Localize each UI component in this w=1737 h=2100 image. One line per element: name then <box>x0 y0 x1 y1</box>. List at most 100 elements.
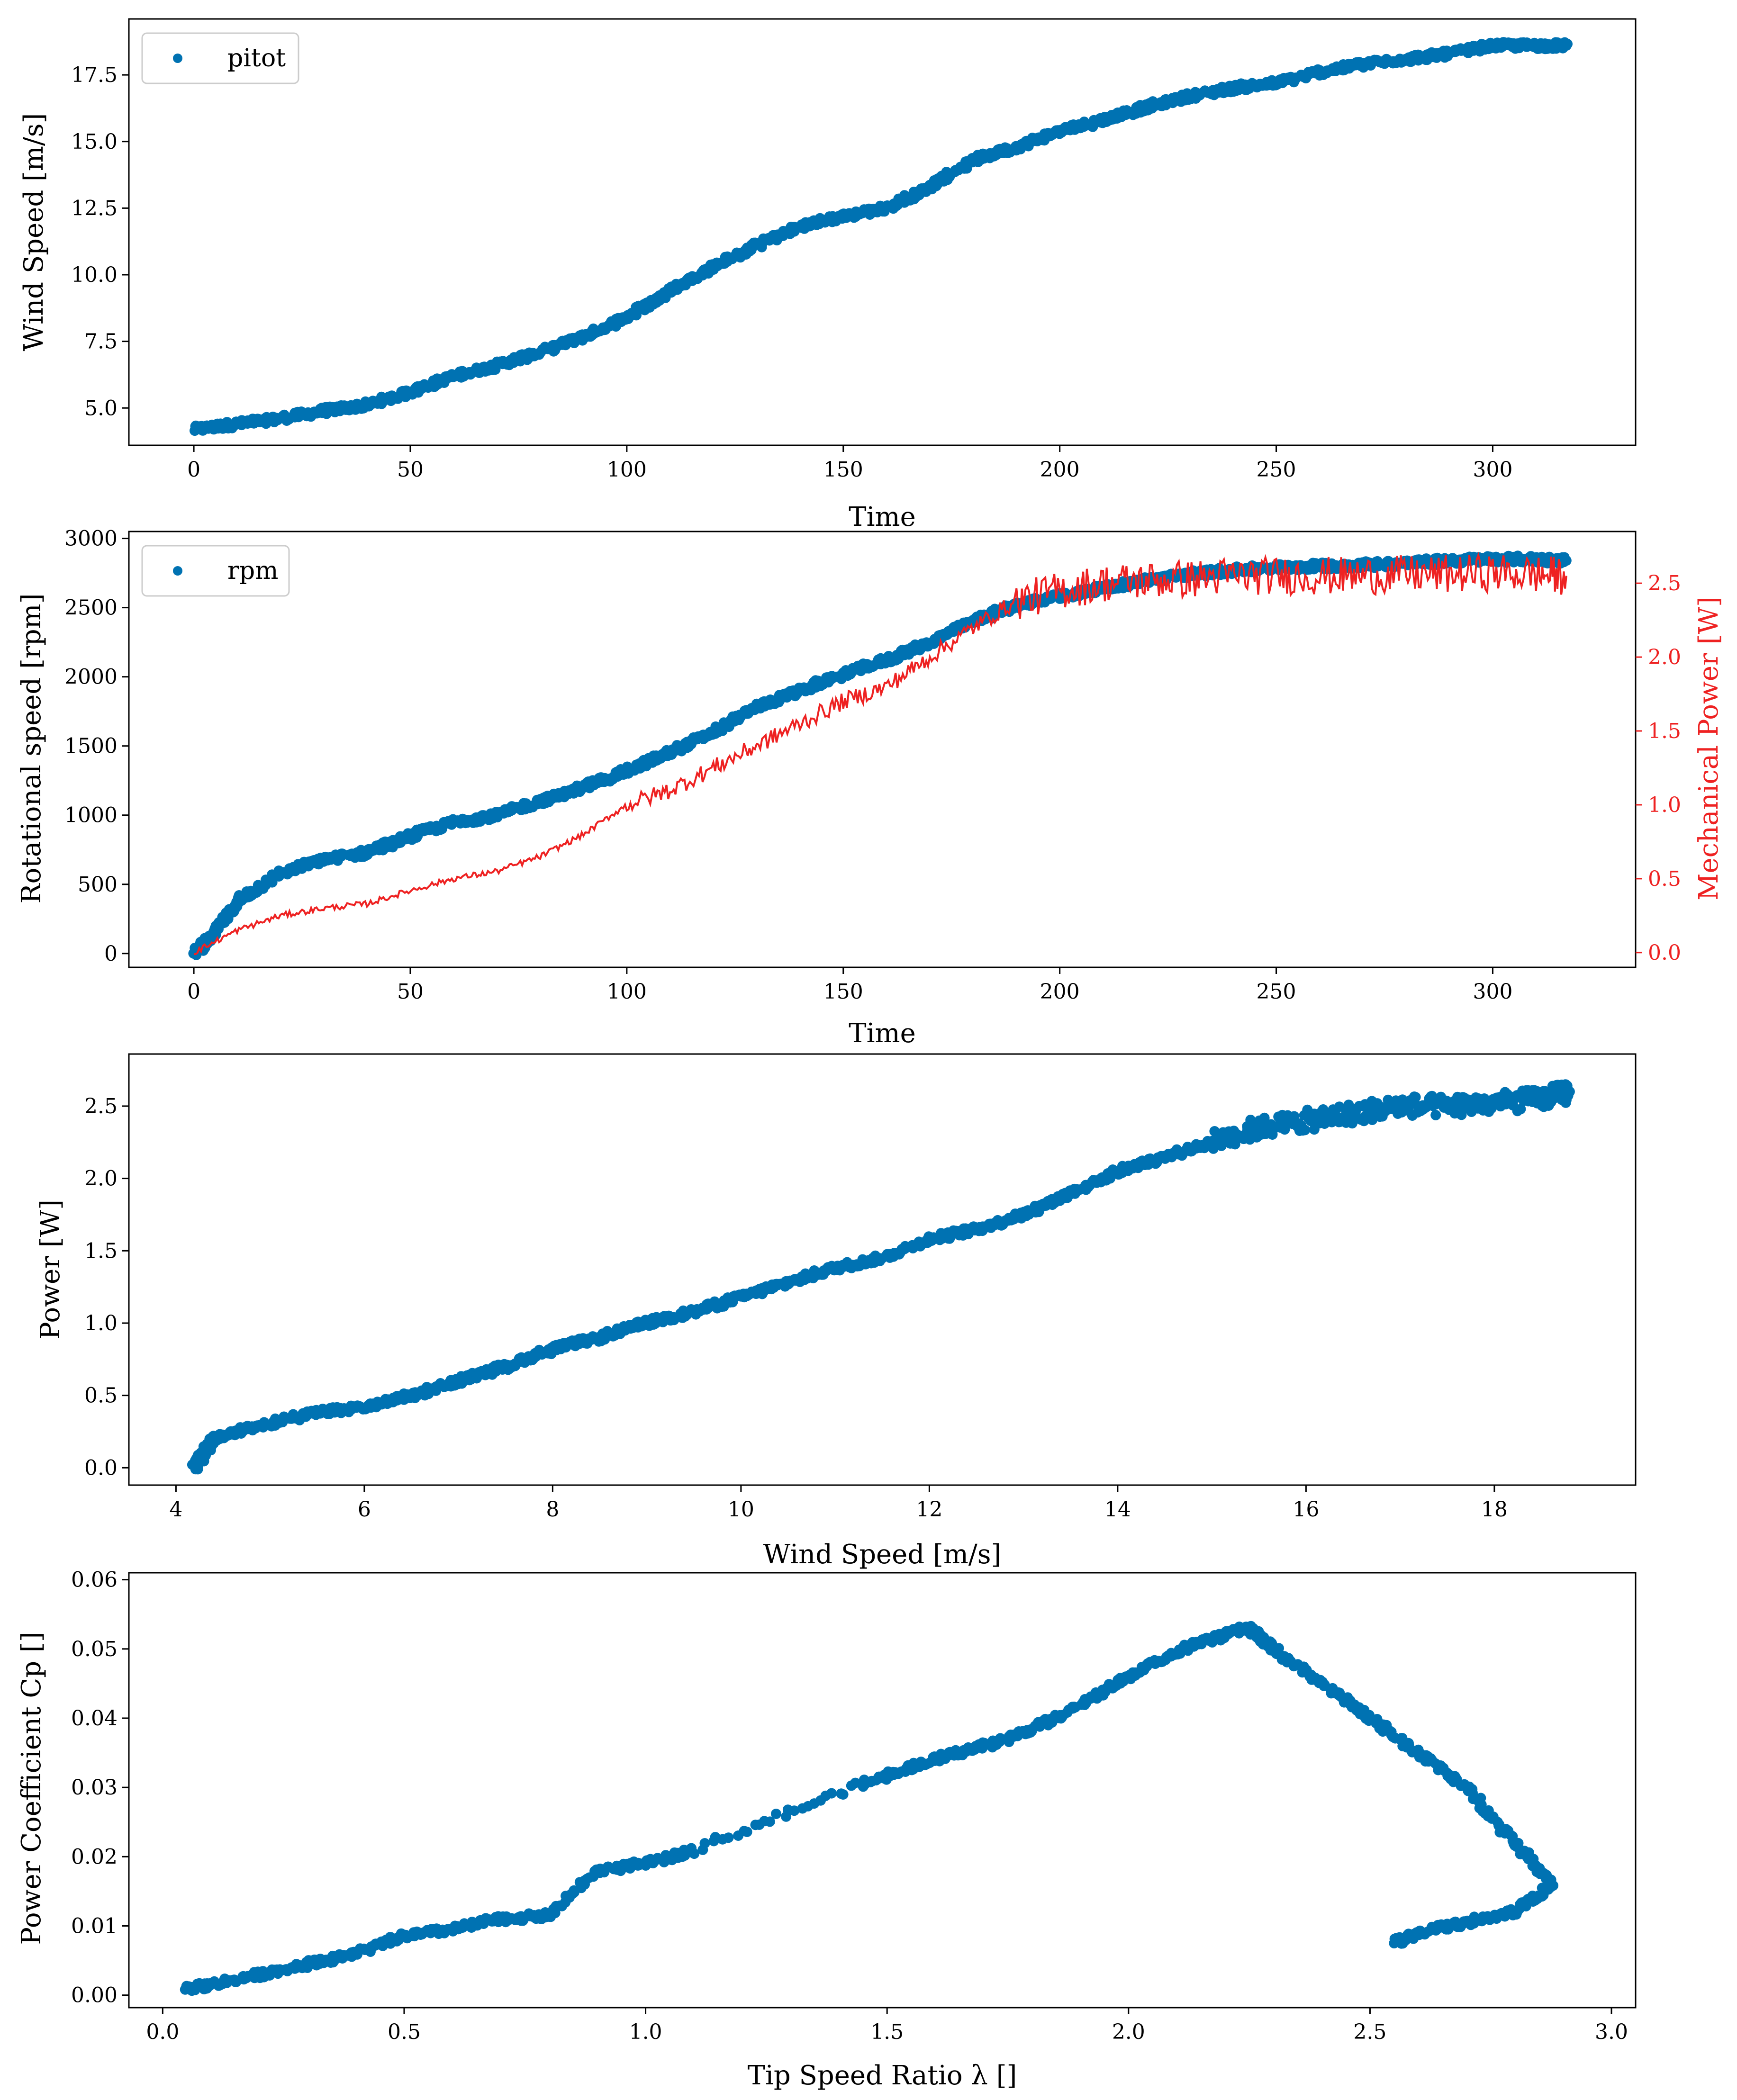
wind-legend-marker <box>173 54 182 63</box>
data-point <box>699 1838 710 1848</box>
rpm-xlabel: Time <box>849 1018 916 1049</box>
cp-yticks: 0.00 0.01 0.02 0.03 0.04 0.05 0.06 <box>71 1568 129 2008</box>
rpm-power-yticks: 0.0 0.5 1.0 1.5 2.0 2.5 <box>1636 571 1681 965</box>
panel-rotational-speed: 0 50 100 150 200 250 300 0 500 1000 1500 2000 2500 3… <box>16 527 1724 1049</box>
rpm-xticks: 0 50 100 150 200 250 300 <box>187 967 1512 1004</box>
xtick-label: 0 <box>187 458 200 482</box>
ytick-label: 2.0 <box>84 1167 118 1191</box>
rpm-yticks: 0 500 1000 1500 2000 2500 3000 <box>64 527 129 966</box>
data-point <box>1456 1109 1467 1120</box>
ytick-label: 2000 <box>64 665 118 689</box>
xtick-label: 1.5 <box>870 2020 904 2044</box>
xtick-label: 150 <box>823 458 863 482</box>
wind-plot-area <box>190 37 1573 436</box>
xtick-label: 1.0 <box>629 2020 662 2044</box>
ytick-label: 0 <box>104 942 118 966</box>
xtick-label: 100 <box>607 980 647 1004</box>
power-yticks: 0.0 0.5 1.0 1.5 2.0 2.5 <box>84 1094 129 1480</box>
ytick-label: 1.5 <box>84 1239 118 1263</box>
ytick-label: 0.00 <box>71 1983 118 2008</box>
xtick-label: 150 <box>823 980 863 1004</box>
xtick-label: 50 <box>397 980 424 1004</box>
ytick-label: 0.03 <box>71 1776 118 1800</box>
wind-xticks: 0 50 100 150 200 250 300 <box>187 445 1512 482</box>
ytick-label: 0.0 <box>84 1456 118 1480</box>
xtick-label: 200 <box>1040 980 1080 1004</box>
power-xlabel: Wind Speed [m/s] <box>763 1539 1002 1570</box>
data-point <box>1389 1938 1400 1949</box>
cp-plot-area <box>180 1621 1558 1996</box>
cp-xlabel: Tip Speed Ratio λ [] <box>748 2060 1017 2091</box>
wind-axes-frame <box>128 18 1637 446</box>
y2tick-label: 1.0 <box>1648 793 1681 817</box>
power-y2label: Mechanical Power [W] <box>1693 596 1724 901</box>
xtick-label: 300 <box>1473 980 1512 1004</box>
xtick-label: 10 <box>728 1497 754 1522</box>
xtick-label: 50 <box>397 458 424 482</box>
data-point <box>1300 1125 1311 1136</box>
xtick-label: 8 <box>546 1497 559 1522</box>
ytick-label: 0.05 <box>71 1637 118 1661</box>
xtick-label: 200 <box>1040 458 1080 482</box>
rpm-legend-marker <box>173 566 182 576</box>
ytick-label: 15.0 <box>71 130 118 154</box>
ytick-label: 1000 <box>64 803 118 828</box>
y2tick-label: 2.5 <box>1648 571 1681 595</box>
cp-ylabel: Power Coefficient Cp [] <box>16 1631 47 1945</box>
panel-power-coefficient: 0.0 0.5 1.0 1.5 2.0 2.5 3.0 0.000.010.020.030.… <box>16 1568 1637 2091</box>
ytick-label: 3000 <box>64 527 118 551</box>
panel-power: 4 6 8 10 12 14 16 18 0.0 0.5 1.0 1.5 2.0 2.5 Wind Sp… <box>35 1053 1637 1570</box>
wind-xlabel: Time <box>849 502 916 532</box>
panel-wind-speed: 0 50 100 150 200 250 300 5.0 7.5 10.0 12.5 15.0 17.… <box>18 18 1637 532</box>
data-point <box>723 1832 734 1843</box>
ytick-label: 10.0 <box>71 263 118 287</box>
rpm-plot-area <box>188 550 1572 960</box>
ytick-label: 1.0 <box>84 1311 118 1335</box>
data-point <box>1230 1139 1240 1150</box>
data-point <box>1430 1109 1441 1120</box>
wind-legend-box <box>141 32 299 84</box>
xtick-label: 100 <box>607 458 647 482</box>
y2tick-label: 0.0 <box>1648 941 1681 965</box>
data-point <box>686 1843 697 1854</box>
y2tick-label: 2.0 <box>1648 645 1681 669</box>
ytick-label: 2500 <box>64 596 118 620</box>
wind-legend: pitot <box>141 32 299 84</box>
data-point <box>1564 1086 1575 1097</box>
ytick-label: 5.0 <box>84 396 118 420</box>
xtick-label: 2.0 <box>1112 2020 1145 2044</box>
wind-legend-label: pitot <box>227 44 286 72</box>
rpm-legend-box <box>141 545 290 597</box>
y2tick-label: 0.5 <box>1648 867 1681 891</box>
ytick-label: 2.5 <box>84 1094 118 1118</box>
xtick-label: 250 <box>1257 458 1296 482</box>
y2tick-label: 1.5 <box>1648 719 1681 743</box>
series-cp <box>180 1621 1558 1996</box>
rpm-legend-label: rpm <box>227 557 278 585</box>
data-point <box>1561 40 1572 51</box>
ytick-label: 12.5 <box>71 196 118 220</box>
xtick-label: 0.0 <box>146 2020 179 2044</box>
ytick-label: 500 <box>78 873 118 897</box>
rpm-axes-frame <box>128 531 1637 968</box>
xtick-label: 300 <box>1473 458 1512 482</box>
xtick-label: 2.5 <box>1353 2020 1386 2044</box>
ytick-label: 7.5 <box>84 330 118 354</box>
ytick-label: 1500 <box>64 734 118 758</box>
data-point <box>742 1827 752 1837</box>
power-xticks: 4 6 8 10 12 14 16 18 <box>169 1485 1508 1522</box>
power-plot-area <box>187 1079 1575 1475</box>
series-pitot <box>190 37 1573 436</box>
data-point <box>1561 555 1572 566</box>
rpm-legend: rpm <box>141 545 290 597</box>
xtick-label: 4 <box>169 1497 182 1522</box>
xtick-label: 0.5 <box>388 2020 421 2044</box>
series-rpm <box>188 550 1572 960</box>
power-ylabel: Power [W] <box>35 1199 66 1340</box>
ytick-label: 17.5 <box>71 63 118 87</box>
ytick-label: 0.02 <box>71 1845 118 1869</box>
xtick-label: 250 <box>1257 980 1296 1004</box>
xtick-label: 18 <box>1481 1497 1508 1522</box>
wind-yticks: 5.0 7.5 10.0 12.5 15.0 17.5 <box>71 63 129 420</box>
